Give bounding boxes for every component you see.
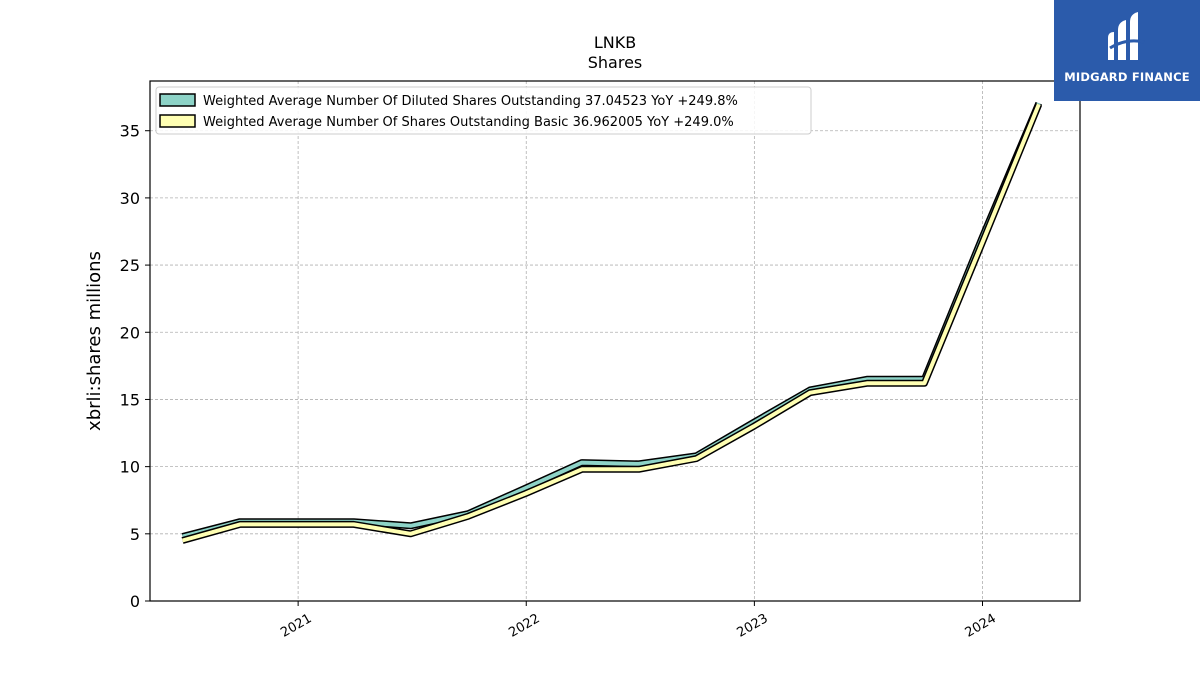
y-tick-label: 30 [120,189,140,208]
midgard-m-logo-icon [1108,12,1145,60]
legend-swatch [159,114,196,128]
x-tick-label: 2023 [735,611,771,641]
y-tick-label: 35 [120,122,140,141]
y-tick-label: 0 [130,592,140,611]
y-tick-label: 10 [120,458,140,477]
brand-logo: MIDGARD FINANCE [1054,0,1200,101]
legend-swatch [159,93,196,107]
brand-name: MIDGARD FINANCE [1064,70,1190,84]
chart-title: LNKB [594,33,636,52]
y-tick-label: 20 [120,323,140,342]
y-tick-label: 25 [120,256,140,275]
x-tick-label: 2021 [278,611,314,641]
legend-label: Weighted Average Number Of Shares Outsta… [203,115,734,130]
y-tick-label: 5 [130,525,140,544]
legend-label: Weighted Average Number Of Diluted Share… [203,94,738,109]
chart-subtitle: Shares [588,53,643,72]
series-lines [181,101,1043,544]
x-tick-label: 2022 [506,611,542,641]
legend: Weighted Average Number Of Diluted Share… [155,86,812,135]
series-line-outline [181,103,1043,544]
y-tick-label: 15 [120,390,140,409]
grid-lines [150,81,1080,602]
x-tick-label: 2024 [963,611,999,641]
series-line-2 [181,103,1041,543]
plot-frame [149,80,1081,602]
legend-box [155,86,812,135]
y-axis-label: xbrli:shares millions [84,251,105,431]
